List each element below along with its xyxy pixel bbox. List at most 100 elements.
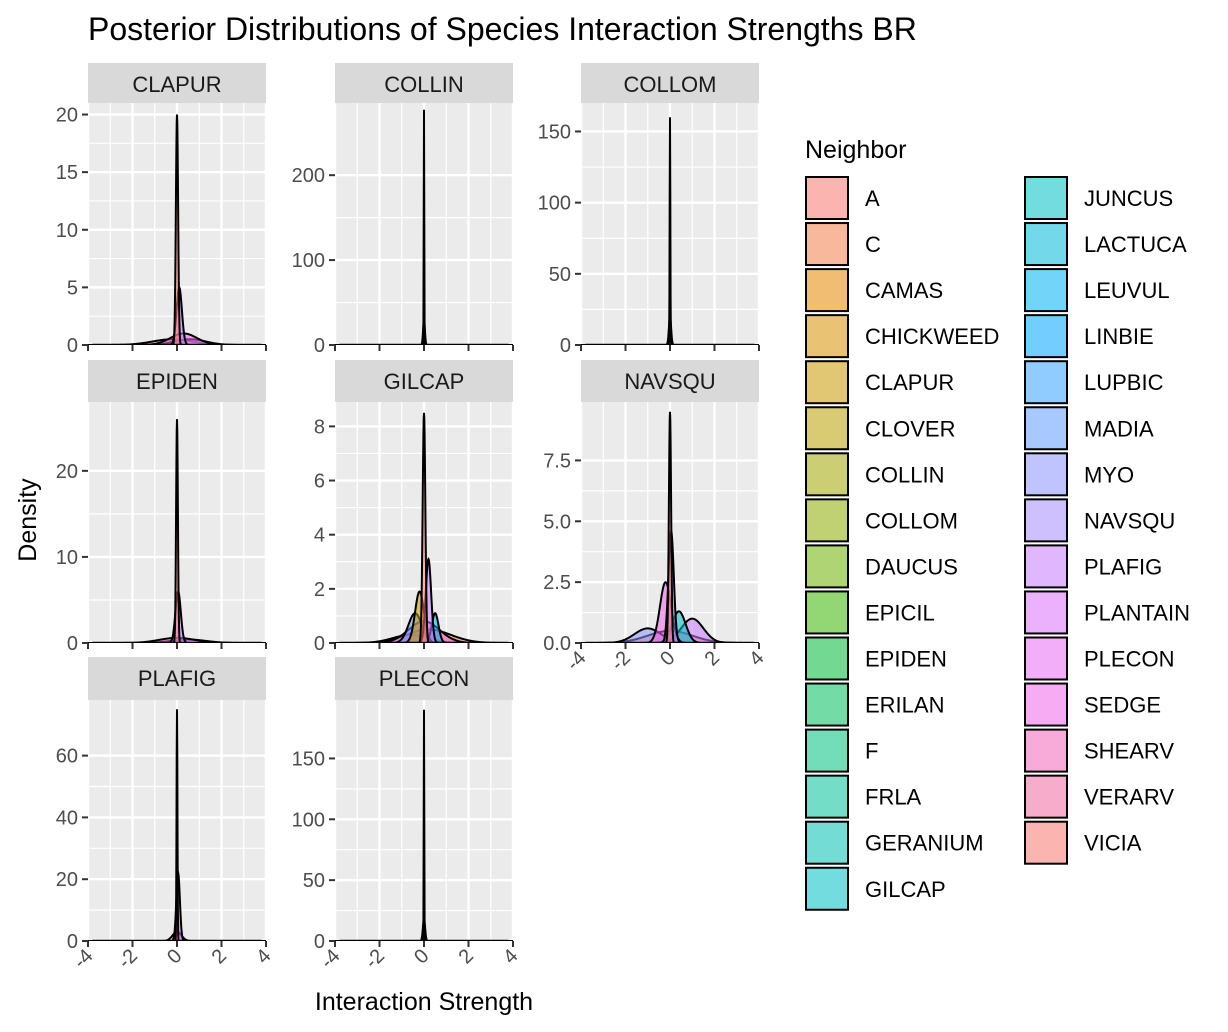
legend-entry: A [805,176,880,220]
density-curve [581,411,759,643]
panel-strip-label: COLLIN [384,72,463,97]
panel-gilcap: GILCAP 0 2 4 6 8 [314,360,515,655]
legend-entry: COLLIN [805,452,944,497]
legend-entry: COLLOM [805,498,958,543]
density-curve [88,114,266,345]
legend-key [1024,314,1068,359]
y-tick-label: 15 [56,162,78,184]
x-tick-label: 2 [455,945,478,968]
legend-key [805,176,849,220]
legend-label: PLAFIG [1084,554,1162,579]
x-tick-label: -2 [607,647,635,675]
legend-entry: CAMAS [805,268,943,313]
legend-label: GILCAP [865,877,946,902]
legend-entry: ERILAN [805,682,944,727]
y-tick-label: 5 [67,277,78,299]
facet-panels: CLAPUR05101520COLLIN0100200COLLOM0501001… [56,63,769,973]
x-tick-label: 2 [208,945,231,968]
panel-strip [88,63,266,103]
y-tick-label: 200 [292,165,325,187]
legend-key [805,682,849,727]
legend-entry: GILCAP [805,866,946,911]
y-tick-label: 0 [560,335,571,357]
y-tick-label: 150 [292,748,325,770]
legend-label: LEUVUL [1084,278,1170,303]
panel-strip-label: CLAPUR [132,72,221,97]
y-tick-label: 2.5 [543,572,571,594]
panel-collin: COLLIN 0 100 200 [292,63,515,357]
y-tick-label: 20 [56,869,78,891]
legend-key [1024,774,1068,819]
legend-title: Neighbor [805,136,906,164]
y-tick-label: 150 [538,121,571,143]
legend-key [805,866,849,911]
legend-label: MYO [1084,462,1134,487]
legend-entry: CLOVER [805,406,955,451]
legend-entry: VICIA [1024,820,1142,865]
legend-entry: LINBIE [1024,314,1154,359]
y-tick-label: 0 [67,335,78,357]
density-curve [581,117,759,345]
x-tick-label: 2 [701,647,724,670]
legend-label: GERANIUM [865,831,984,856]
legend-label: JUNCUS [1084,186,1173,211]
legend-label: COLLOM [865,508,958,533]
x-tick-label: 0 [410,945,433,968]
legend-key [1024,728,1068,773]
legend-key [805,452,849,497]
legend-label: LINBIE [1084,324,1154,349]
panel-strip-label: PLAFIG [138,666,216,691]
legend-entry: SEDGE [1024,682,1161,727]
legend-entry: DAUCUS [805,544,958,589]
legend-key [805,406,849,451]
legend-key [805,268,849,313]
panel-strip [335,360,513,402]
legend-entry: MYO [1024,452,1134,497]
legend-entry: LUPBIC [1024,360,1164,405]
legend-label: PLECON [1084,647,1174,672]
density-curves [335,709,513,941]
legend-key [1024,636,1068,681]
panel-strip [581,360,759,402]
x-tick-label: 4 [745,647,768,670]
legend-entry: MADIA [1024,406,1154,451]
y-tick-label: 50 [549,264,571,286]
y-tick-label: 100 [292,250,325,272]
legend-key [1024,360,1068,405]
legend-entry: GERANIUM [805,820,984,865]
x-tick-label: 0 [656,647,679,670]
legend-entry: EPICIL [805,590,935,635]
y-tick-label: 5.0 [543,511,571,533]
density-curves [335,412,513,643]
panel-clapur: CLAPUR 0 5 10 15 20 [56,63,268,357]
panel-strip [335,63,513,103]
y-tick-label: 0 [314,931,325,953]
panel-strip [581,63,759,103]
y-tick-label: 60 [56,746,78,768]
legend-label: LACTUCA [1084,232,1187,257]
legend-entry: JUNCUS [1024,176,1173,220]
density-curves [335,109,513,345]
legend-label: VERARV [1084,785,1174,810]
legend-label: EPICIL [865,600,935,625]
legend-key [805,222,849,267]
density-curve [88,419,266,643]
legend-label: DAUCUS [865,554,958,579]
legend-key [805,728,849,773]
density-curves [88,419,266,643]
legend-entry: EPIDEN [805,636,947,681]
y-tick-label: 8 [314,416,325,438]
legend-entry: PLANTAIN [1024,590,1190,635]
panel-strip-label: NAVSQU [624,369,715,394]
panel-collom: COLLOM 0 50 100 150 [538,63,761,357]
y-tick-label: 20 [56,461,78,483]
y-tick-label: 100 [292,809,325,831]
legend-key [805,360,849,405]
density-curve [88,709,266,941]
legend-key [805,544,849,589]
legend-key [1024,498,1068,543]
y-tick-label: 7.5 [543,450,571,472]
